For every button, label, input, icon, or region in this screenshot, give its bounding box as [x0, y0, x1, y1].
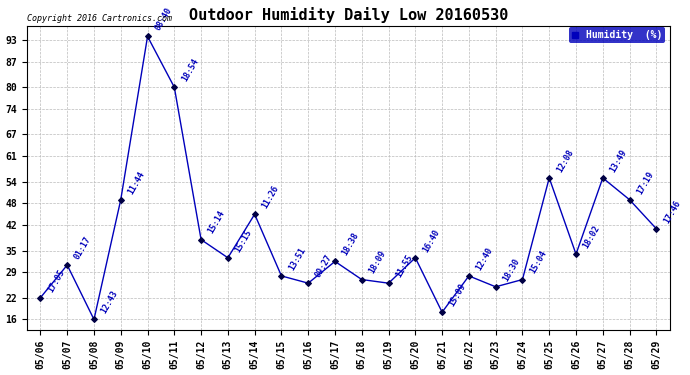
Text: 11:26: 11:26: [260, 184, 281, 210]
Text: 15:09: 15:09: [448, 282, 468, 308]
Text: 18:09: 18:09: [367, 249, 388, 275]
Point: [142, 33, 153, 39]
Text: Copyright 2016 Cartronics.com: Copyright 2016 Cartronics.com: [27, 13, 172, 22]
Point: [651, 226, 662, 232]
Text: 16:40: 16:40: [421, 228, 441, 254]
Text: 12:08: 12:08: [555, 148, 575, 174]
Text: 18:30: 18:30: [501, 256, 522, 283]
Text: 15:15: 15:15: [233, 228, 254, 254]
Point: [624, 197, 635, 203]
Text: 17:19: 17:19: [635, 170, 656, 195]
Point: [464, 273, 475, 279]
Text: 09:27: 09:27: [314, 253, 334, 279]
Text: 01:17: 01:17: [72, 235, 93, 261]
Text: 11:55: 11:55: [394, 253, 415, 279]
Text: 08:40: 08:40: [153, 6, 173, 32]
Point: [410, 255, 421, 261]
Text: 15:04: 15:04: [528, 249, 549, 275]
Text: 12:40: 12:40: [475, 246, 495, 272]
Point: [35, 295, 46, 301]
Point: [249, 211, 260, 217]
Point: [383, 280, 394, 286]
Point: [276, 273, 287, 279]
Text: 11:44: 11:44: [126, 170, 146, 195]
Point: [544, 175, 555, 181]
Text: 18:02: 18:02: [582, 224, 602, 250]
Text: 18:54: 18:54: [180, 57, 200, 83]
Text: 12:43: 12:43: [99, 289, 120, 315]
Point: [222, 255, 233, 261]
Point: [329, 258, 340, 264]
Point: [115, 197, 126, 203]
Point: [356, 276, 367, 282]
Point: [169, 84, 180, 90]
Point: [195, 237, 206, 243]
Text: 13:51: 13:51: [287, 246, 307, 272]
Point: [88, 316, 99, 322]
Text: 17:46: 17:46: [662, 198, 682, 225]
Legend: Humidity  (%): Humidity (%): [569, 27, 665, 43]
Title: Outdoor Humidity Daily Low 20160530: Outdoor Humidity Daily Low 20160530: [188, 7, 508, 23]
Text: 13:49: 13:49: [609, 148, 629, 174]
Text: 15:14: 15:14: [206, 209, 227, 236]
Point: [303, 280, 314, 286]
Point: [571, 251, 582, 257]
Point: [517, 276, 528, 282]
Point: [490, 284, 501, 290]
Point: [61, 262, 72, 268]
Point: [598, 175, 609, 181]
Text: 18:38: 18:38: [341, 231, 361, 257]
Point: [437, 309, 448, 315]
Text: 17:05: 17:05: [46, 267, 66, 294]
